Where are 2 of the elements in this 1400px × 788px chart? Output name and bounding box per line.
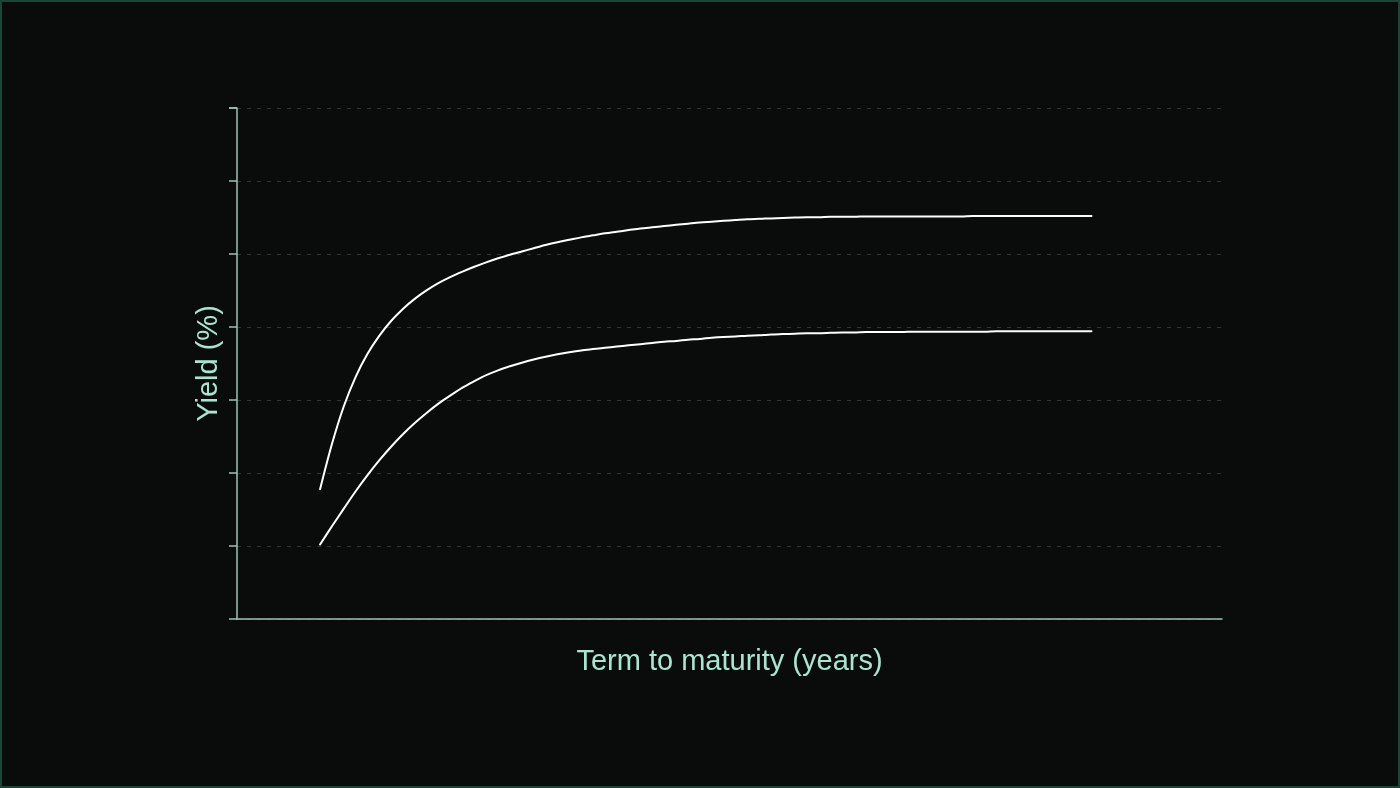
x-axis-title: Term to maturity (years) [576,643,883,676]
y-axis-title: Yield (%) [190,305,223,422]
